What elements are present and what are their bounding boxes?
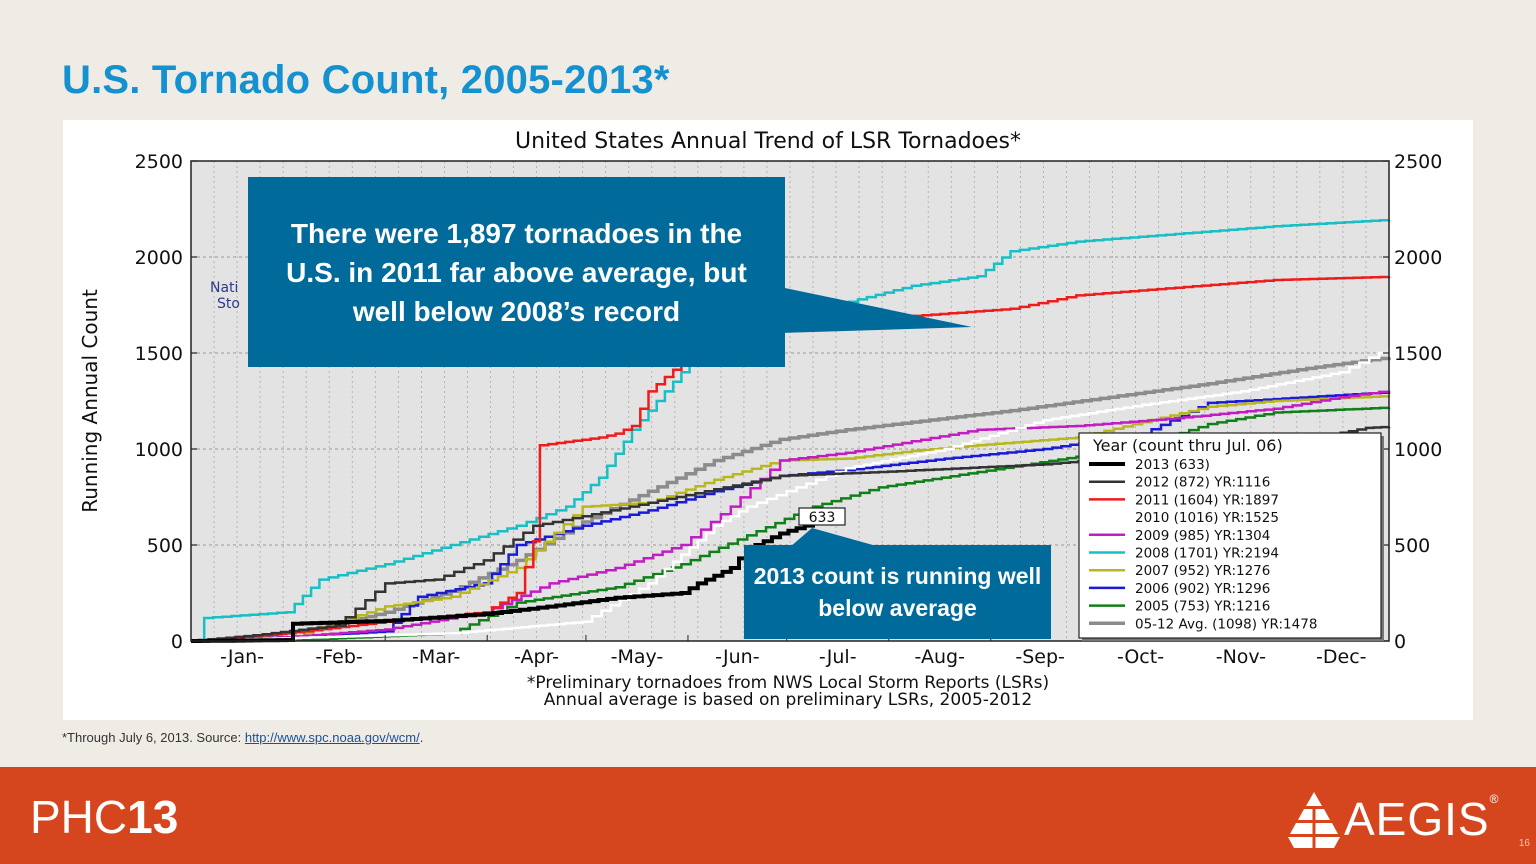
source-footnote: *Through July 6, 2013. Source: http://ww… [62,730,423,745]
callout-2013-below-average: 2013 count is running well below average [744,545,1051,639]
phc-logo-bold: 13 [127,791,179,843]
legend-title: Year (count thru Jul. 06) [1092,436,1283,455]
x-tick-label: -May- [611,646,664,668]
footer-band [0,767,1536,864]
legend-entry: 2006 (902) YR:1296 [1135,581,1270,597]
partial-background-text: Sto [217,296,240,312]
plot-frame [190,160,1390,642]
chart-caption-line1: *Preliminary tornadoes from NWS Local St… [527,673,1049,693]
legend-box [1078,432,1382,639]
legend-entry: 2011 (1604) YR:1897 [1135,492,1279,508]
aegis-pyramid-icon [1288,792,1340,850]
legend-entry: 05-12 Avg. (1098) YR:1478 [1135,616,1317,632]
x-tick-label: -Jan- [220,646,264,668]
end-annotation-label: 633 [809,510,836,526]
page-number: 16 [1518,838,1530,849]
x-tick-label: -Dec- [1316,646,1366,668]
partial-background-text: Nati [210,280,238,296]
legend-entry: 2012 (872) YR:1116 [1135,475,1270,491]
aegis-logo: AEGIS® [1344,792,1499,846]
legend-entry: 2007 (952) YR:1276 [1135,563,1270,579]
legend-entry: 2009 (985) YR:1304 [1135,528,1270,544]
callout-2011-record: There were 1,897 tornadoes in the U.S. i… [248,177,785,367]
aegis-logo-text: AEGIS [1344,793,1490,845]
x-tick-label: -Apr- [514,646,559,668]
x-tick-label: -Mar- [412,646,460,668]
footnote-text: *Through July 6, 2013. Source: [62,730,245,745]
y-tick-label-right: 1500 [1394,343,1442,365]
y-tick-label-left: 1000 [135,439,183,461]
legend: Year (count thru Jul. 06) 2013 (633) 2012 … [1078,432,1384,641]
y-axis-label: Running Annual Count [78,289,102,513]
slide-title: U.S. Tornado Count, 2005-2013* [62,58,670,102]
x-tick-label: -Nov- [1216,646,1266,668]
y-tick-label-right: 500 [1394,535,1430,557]
y-tick-label-left: 2000 [135,247,183,269]
y-tick-label-left: 0 [171,631,183,653]
y-tick-label-right: 2000 [1394,247,1442,269]
source-link[interactable]: http://www.spc.noaa.gov/wcm/ [244,730,420,745]
series-line-4 [191,390,1391,643]
y-tick-label-right: 2500 [1394,151,1442,173]
x-tick-label: -Sep- [1015,646,1065,668]
y-tick-label-right: 1000 [1394,439,1442,461]
legend-entry: 2010 (1016) YR:1525 [1135,510,1279,526]
y-tick-label-right: 0 [1394,631,1406,653]
registered-mark: ® [1489,792,1500,806]
x-tick-label: -Jun- [715,646,759,668]
legend-entry: 2005 (753) YR:1216 [1135,599,1270,615]
series-line-0 [191,518,842,643]
legend-entry: 2008 (1701) YR:2194 [1135,546,1279,562]
y-tick-label-left: 500 [147,535,183,557]
chart-caption-line2: Annual average is based on preliminary L… [544,690,1032,710]
x-tick-label: -Jul- [819,646,857,668]
y-tick-label-left: 2500 [135,151,183,173]
series-line-3 [191,348,1391,643]
footnote-suffix: . [419,730,424,745]
x-tick-label: -Aug- [915,646,965,668]
phc-logo-light: PHC [30,791,128,843]
x-tick-label: -Oct- [1117,646,1164,668]
y-tick-label-left: 1500 [135,343,183,365]
phc13-logo: PHC13 [30,790,178,844]
legend-entry: 2013 (633) [1135,457,1210,473]
end-annotation: 633 [798,507,846,526]
series-line-9 [191,356,1391,643]
x-tick-label: -Feb- [315,646,362,668]
chart-title: United States Annual Trend of LSR Tornad… [515,129,1021,154]
